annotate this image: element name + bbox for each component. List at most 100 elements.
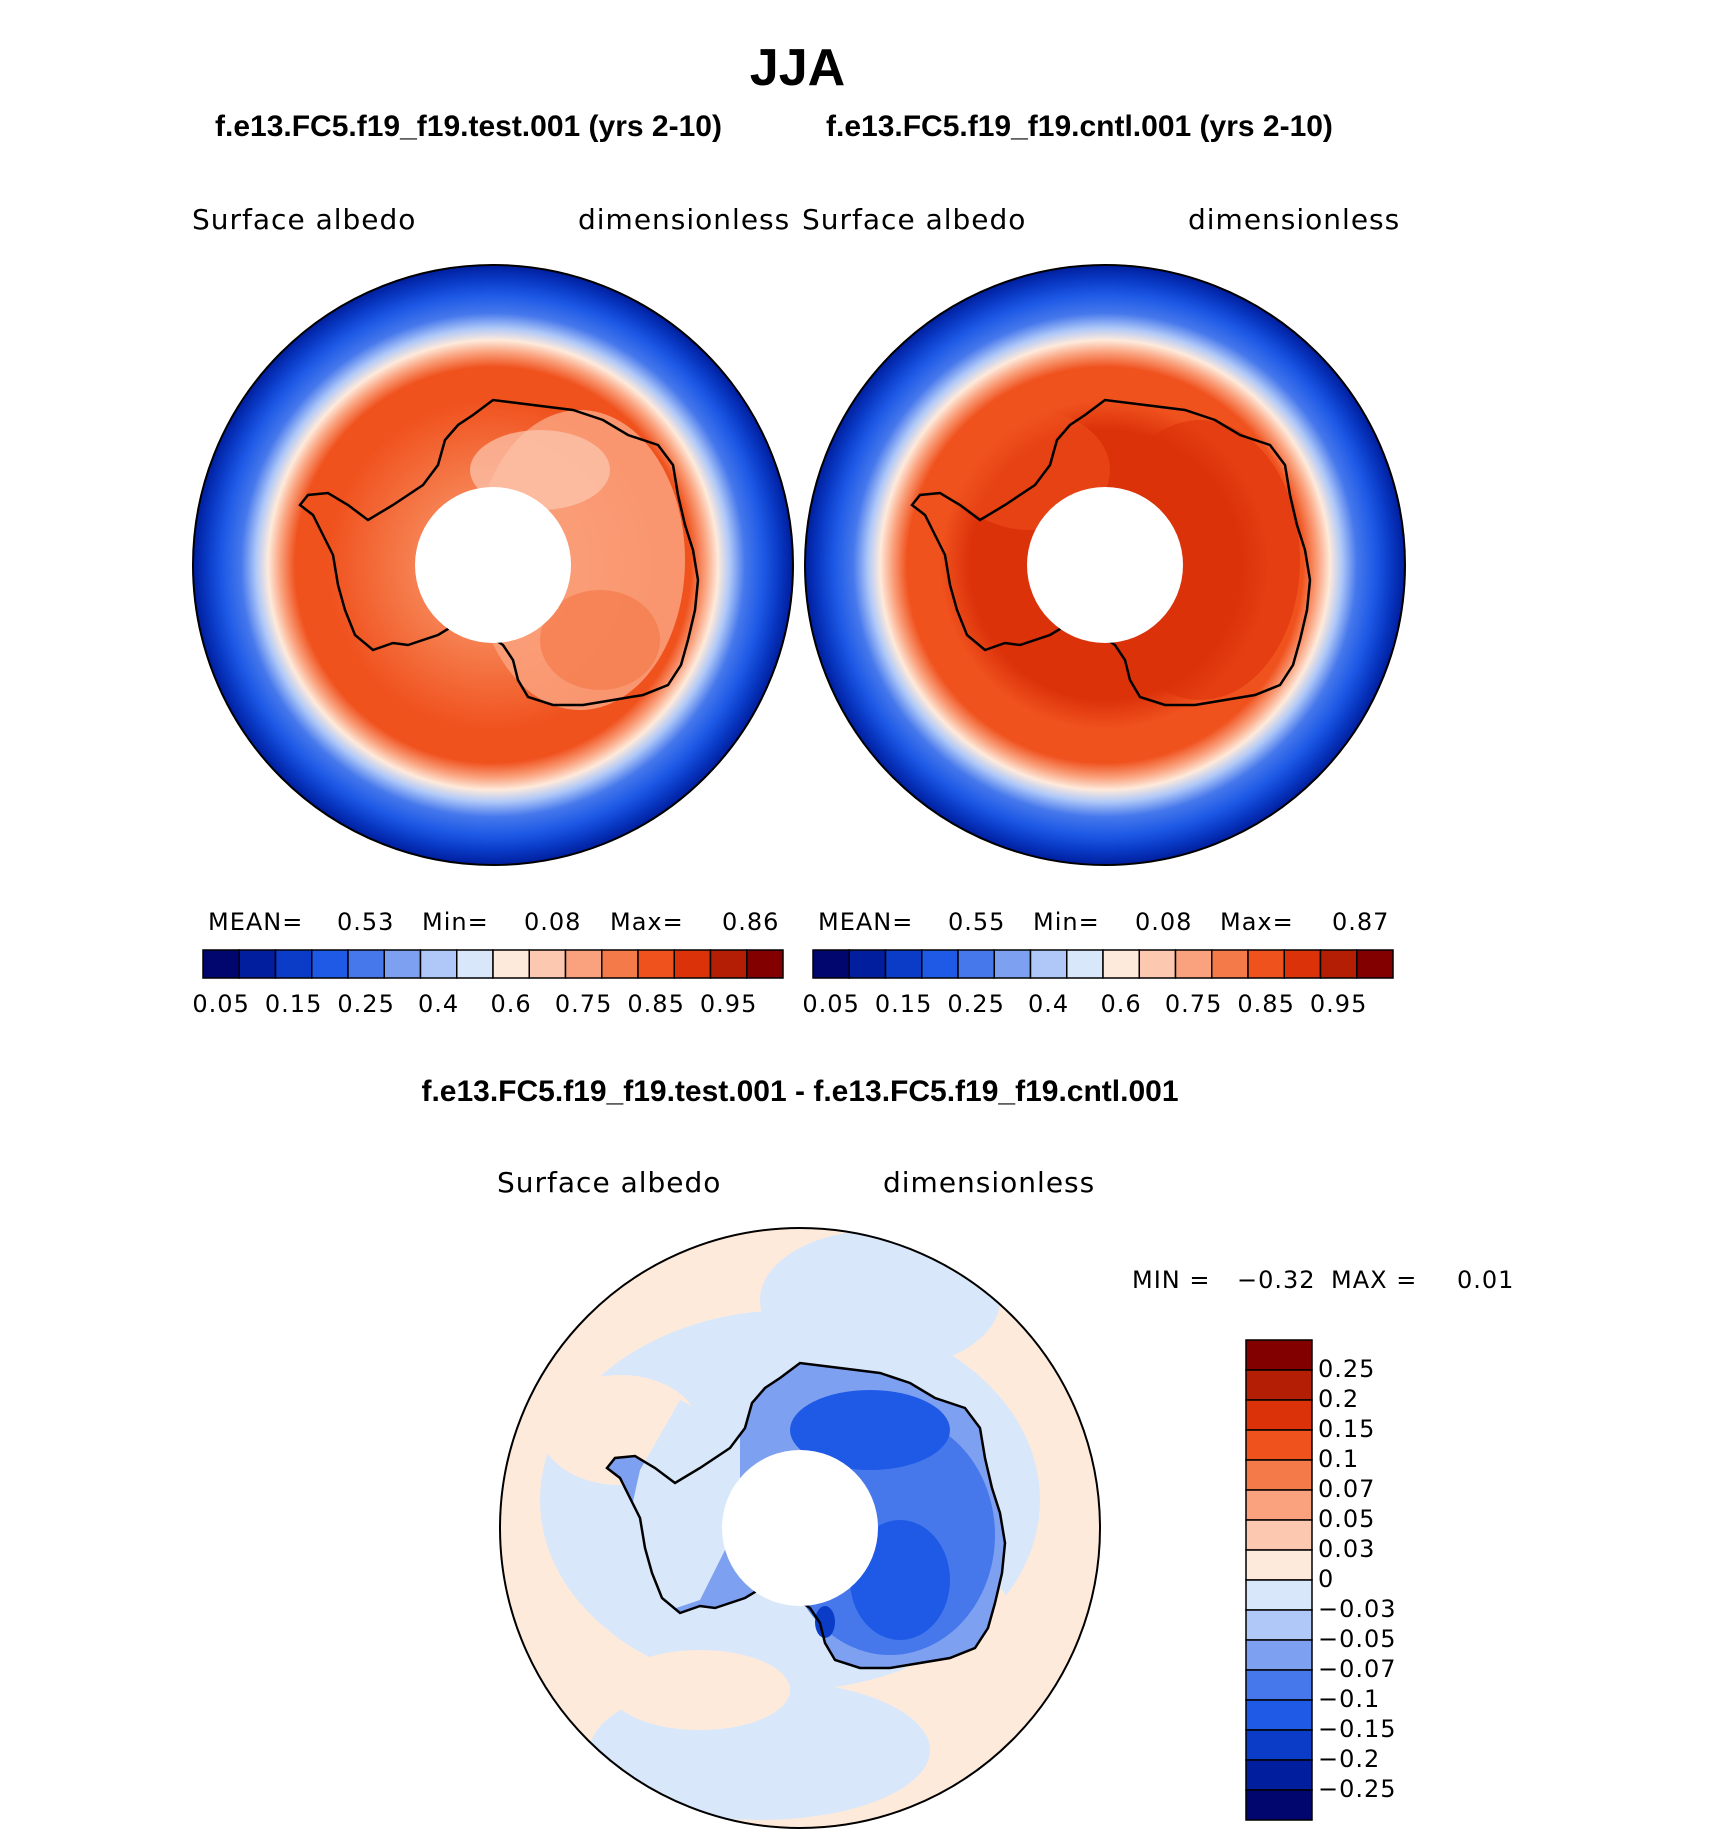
colorbar-tick-label: 0.25 xyxy=(947,990,1005,1018)
panel-2-max-value: 0.87 xyxy=(1332,908,1390,936)
panel-2-variable: Surface albedo xyxy=(802,203,1027,236)
colorbar-swatch xyxy=(1245,1489,1313,1521)
colorbar-test xyxy=(202,949,784,979)
colorbar-swatch xyxy=(383,949,422,979)
diff-min-label: MIN = xyxy=(1132,1266,1211,1294)
colorbar-tick-label: −0.25 xyxy=(1318,1775,1397,1803)
colorbar-swatch xyxy=(1245,1429,1313,1461)
colorbar-swatch xyxy=(957,949,995,979)
colorbar-swatch xyxy=(419,949,458,979)
colorbar-tick-label: 0.75 xyxy=(1164,990,1223,1018)
colorbar-tick-label: 0.4 xyxy=(1028,990,1070,1018)
colorbar-swatch xyxy=(1245,1609,1313,1641)
colorbar-swatch xyxy=(746,949,784,979)
panel-1-units: dimensionless xyxy=(578,203,791,236)
colorbar-tick-label: 0.95 xyxy=(699,990,758,1018)
colorbar-swatch xyxy=(673,949,712,979)
colorbar-swatch xyxy=(993,949,1032,979)
panel-1-max-label: Max= xyxy=(610,908,684,936)
colorbar-swatch xyxy=(1245,1759,1313,1791)
panel-1-mean-label: MEAN= xyxy=(208,908,304,936)
colorbar-swatch xyxy=(1245,1399,1313,1431)
difference-albedo-map xyxy=(499,1227,1101,1829)
control-albedo-map xyxy=(804,264,1406,866)
colorbar-swatch xyxy=(1247,949,1285,979)
colorbar-swatch xyxy=(1245,1459,1313,1491)
panel-2-units: dimensionless xyxy=(1188,203,1401,236)
panel-2-case-title: f.e13.FC5.f19_f19.cntl.001 (yrs 2-10) xyxy=(826,110,1333,143)
panel-1-min-value: 0.08 xyxy=(524,908,582,936)
colorbar-tick-label: 0.05 xyxy=(1318,1505,1376,1533)
colorbar-swatch xyxy=(921,949,959,979)
colorbar-swatch xyxy=(1245,1519,1313,1551)
colorbar-swatch xyxy=(1245,1789,1313,1821)
colorbar-swatch xyxy=(1138,949,1177,979)
colorbar-swatch xyxy=(1245,1639,1313,1671)
diff-variable: Surface albedo xyxy=(497,1166,722,1199)
colorbar-tick-label: 0.15 xyxy=(874,990,933,1018)
colorbar-swatch xyxy=(1245,1729,1313,1761)
colorbar-swatch xyxy=(1245,1369,1313,1401)
colorbar-tick-label: 0.15 xyxy=(264,990,323,1018)
difference-title: f.e13.FC5.f19_f19.test.001 - f.e13.FC5.f… xyxy=(421,1075,1179,1108)
test-albedo-map xyxy=(192,264,794,866)
colorbar-swatch xyxy=(709,949,748,979)
colorbar-swatch xyxy=(637,949,675,979)
panel-1-min-label: Min= xyxy=(422,908,489,936)
colorbar-tick-label: 0.15 xyxy=(1318,1415,1376,1443)
colorbar-difference xyxy=(1245,1339,1313,1821)
colorbar-swatch xyxy=(492,949,530,979)
colorbar-swatch xyxy=(1356,949,1394,979)
colorbar-tick-label: 0.05 xyxy=(192,990,250,1018)
colorbar-swatch xyxy=(564,949,603,979)
colorbar-tick-label: 0.75 xyxy=(554,990,613,1018)
panel-2-min-label: Min= xyxy=(1033,908,1100,936)
colorbar-tick-label: 0.85 xyxy=(627,990,685,1018)
colorbar-tick-label: 0 xyxy=(1318,1565,1335,1593)
panel-1-variable: Surface albedo xyxy=(192,203,417,236)
colorbar-tick-label: 0.25 xyxy=(337,990,395,1018)
colorbar-tick-label: 0.25 xyxy=(1318,1355,1376,1383)
colorbar-swatch xyxy=(1102,949,1140,979)
colorbar-swatch xyxy=(1174,949,1213,979)
panel-2-min-value: 0.08 xyxy=(1135,908,1193,936)
diff-units: dimensionless xyxy=(883,1166,1096,1199)
colorbar-swatch xyxy=(274,949,313,979)
colorbar-tick-label: 0.05 xyxy=(802,990,860,1018)
colorbar-swatch xyxy=(1245,1579,1313,1611)
colorbar-tick-label: 0.4 xyxy=(418,990,460,1018)
colorbar-swatch xyxy=(1066,949,1104,979)
colorbar-swatch xyxy=(601,949,639,979)
panel-1-mean-value: 0.53 xyxy=(337,908,395,936)
colorbar-tick-label: 0.1 xyxy=(1318,1445,1360,1473)
colorbar-swatch xyxy=(884,949,923,979)
colorbar-swatch xyxy=(1211,949,1249,979)
panel-1-case-title: f.e13.FC5.f19_f19.test.001 (yrs 2-10) xyxy=(215,110,722,143)
colorbar-tick-label: −0.1 xyxy=(1318,1685,1381,1713)
panel-2-max-label: Max= xyxy=(1220,908,1294,936)
colorbar-tick-label: −0.07 xyxy=(1318,1655,1397,1683)
colorbar-swatch xyxy=(1283,949,1322,979)
panel-2-mean-value: 0.55 xyxy=(948,908,1006,936)
colorbar-swatch xyxy=(238,949,277,979)
diff-min-value: −0.32 xyxy=(1237,1266,1316,1294)
diff-max-label: MAX = xyxy=(1331,1266,1418,1294)
colorbar-swatch xyxy=(1245,1669,1313,1701)
colorbar-tick-label: 0.95 xyxy=(1309,990,1368,1018)
colorbar-tick-label: 0.85 xyxy=(1237,990,1295,1018)
colorbar-swatch xyxy=(848,949,887,979)
colorbar-swatch xyxy=(1245,1699,1313,1731)
colorbar-tick-label: −0.05 xyxy=(1318,1625,1397,1653)
colorbar-tick-label: 0.03 xyxy=(1318,1535,1376,1563)
panel-1-max-value: 0.86 xyxy=(722,908,780,936)
colorbar-swatch xyxy=(1245,1339,1313,1371)
colorbar-swatch xyxy=(812,949,850,979)
colorbar-swatch xyxy=(202,949,240,979)
colorbar-swatch xyxy=(1029,949,1068,979)
colorbar-swatch xyxy=(311,949,349,979)
colorbar-tick-label: −0.2 xyxy=(1318,1745,1381,1773)
colorbar-swatch xyxy=(456,949,494,979)
colorbar-tick-label: 0.07 xyxy=(1318,1475,1376,1503)
colorbar-tick-label: −0.03 xyxy=(1318,1595,1397,1623)
panel-2-mean-label: MEAN= xyxy=(818,908,914,936)
